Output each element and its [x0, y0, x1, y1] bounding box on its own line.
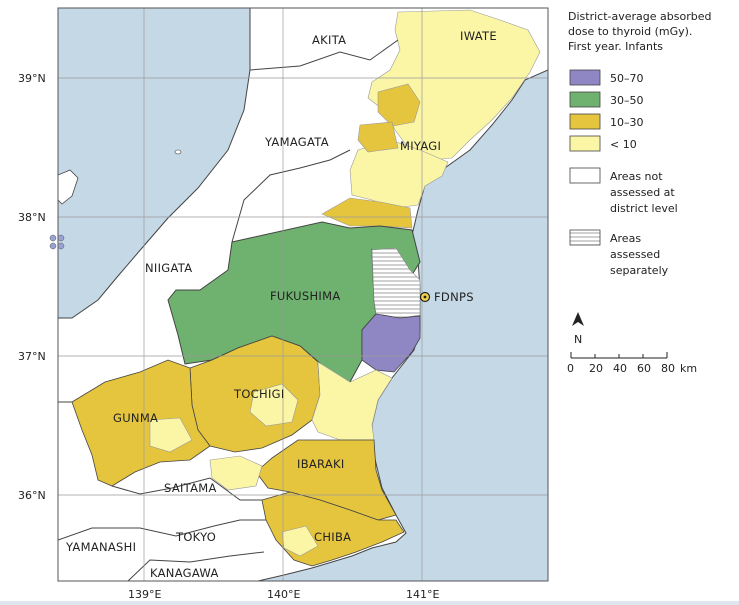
region-50-70 — [361, 313, 421, 373]
lon-label-141: 141°E — [406, 588, 439, 601]
map-frame — [57, 7, 549, 582]
small-island — [174, 149, 182, 155]
lat-label-36: 36°N — [18, 489, 46, 502]
scale-bar — [570, 352, 668, 359]
region-miyagi-gold-1 — [377, 83, 421, 127]
legend: District-average absorbed dose to thyroi… — [567, 10, 711, 375]
legend-swatch-separately — [569, 229, 601, 246]
region-saitama-yellow — [209, 455, 263, 491]
region-fukushima — [167, 221, 421, 383]
legend-not-assessed-line-1: Areas not — [610, 170, 663, 183]
scale-tick-20: 20 — [589, 362, 603, 375]
lat-label-37: 37°N — [18, 350, 46, 363]
legend-swatch-30-50 — [569, 91, 601, 108]
label-fukushima: FUKUSHIMA — [270, 289, 341, 303]
scale-tick-60: 60 — [637, 362, 651, 375]
legend-separately-line-3: separately — [610, 264, 669, 277]
label-fdnps: FDNPS — [434, 290, 474, 304]
label-gunma: GUNMA — [113, 411, 158, 425]
legend-title-line-3: First year. Infants — [568, 40, 663, 53]
map-area: AKITA IWATE YAMAGATA MIYAGI NIIGATA FUKU… — [58, 8, 548, 581]
north-arrow-icon — [572, 312, 584, 326]
legend-swatch-50-70 — [569, 69, 601, 86]
legend-label-50-70: 50–70 — [610, 72, 644, 85]
region-eastern-coast-yellow — [311, 361, 393, 441]
label-tochigi: TOCHIGI — [233, 387, 285, 401]
label-tokyo: TOKYO — [175, 530, 216, 544]
region-tochigi-yellow — [249, 383, 299, 427]
label-miyagi: MIYAGI — [400, 139, 441, 153]
scale-unit: km — [680, 362, 697, 375]
legend-swatch-under-10 — [569, 135, 601, 152]
lon-label-140: 140°E — [267, 588, 300, 601]
legend-separately-line-2: assessed — [610, 248, 660, 261]
label-chiba: CHIBA — [314, 530, 351, 544]
region-chiba-yellow — [281, 525, 319, 557]
lon-label-139: 139°E — [128, 588, 161, 601]
scale-tick-40: 40 — [613, 362, 627, 375]
scale-tick-80: 80 — [661, 362, 675, 375]
lat-label-38: 38°N — [18, 211, 46, 224]
region-gunma — [71, 359, 211, 487]
label-iwate: IWATE — [460, 29, 497, 43]
region-separately-assessed — [371, 247, 421, 319]
legend-title-line-2: dose to thyroid (mGy). — [568, 25, 692, 38]
legend-separately-line-1: Areas — [610, 232, 641, 245]
north-label: N — [574, 333, 582, 346]
edge-island-icon — [49, 234, 65, 250]
region-gunma-yellow — [149, 417, 193, 453]
label-kanagawa: KANAGAWA — [150, 566, 219, 580]
lat-label-39: 39°N — [18, 72, 46, 85]
label-yamagata: YAMAGATA — [264, 135, 329, 149]
legend-label-10-30: 10–30 — [610, 116, 644, 129]
region-miyagi — [349, 139, 449, 209]
region-miyagi-gold-3 — [321, 197, 413, 229]
label-yamanashi: YAMANASHI — [65, 540, 136, 554]
sado-island — [58, 169, 79, 205]
scale-tick-0: 0 — [567, 362, 574, 375]
legend-not-assessed-line-2: assessed at — [610, 186, 675, 199]
label-ibaraki: IBARAKI — [297, 457, 345, 471]
legend-not-assessed-line-3: district level — [610, 202, 678, 215]
label-niigata: NIIGATA — [145, 261, 192, 275]
label-saitama: SAITAMA — [164, 481, 217, 495]
legend-swatch-10-30 — [569, 113, 601, 130]
label-akita: AKITA — [312, 33, 346, 47]
region-miyagi-gold-2 — [357, 121, 399, 153]
legend-swatch-not-assessed — [569, 167, 601, 184]
legend-title-line-1: District-average absorbed — [568, 10, 711, 23]
legend-label-under-10: < 10 — [610, 138, 637, 151]
legend-label-30-50: 30–50 — [610, 94, 644, 107]
bottom-strip — [0, 601, 739, 605]
fdnps-marker-dot — [423, 295, 427, 299]
